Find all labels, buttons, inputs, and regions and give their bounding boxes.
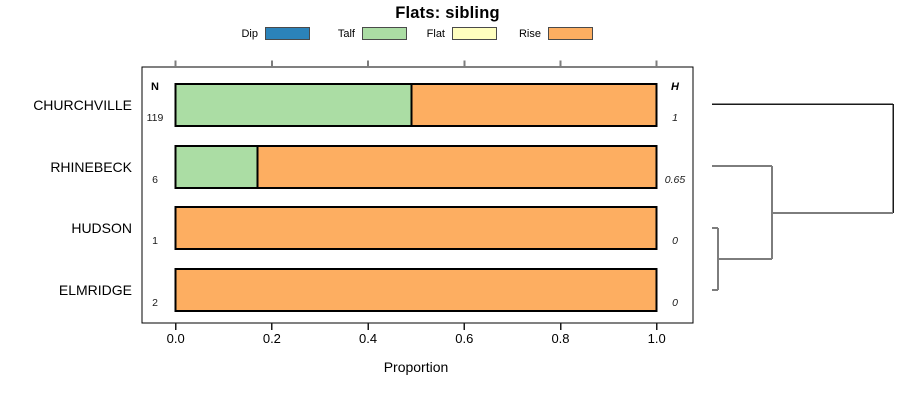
x-tick-label: 0.2 xyxy=(262,331,281,346)
x-tick-label: 0.8 xyxy=(551,331,570,346)
legend-swatch-talf xyxy=(362,27,407,40)
plot-frame xyxy=(141,66,694,324)
h-value: 0 xyxy=(672,235,678,247)
x-axis-title: Proportion xyxy=(383,359,449,375)
bar-segment-rise xyxy=(174,268,658,312)
bar-segment-rise xyxy=(174,206,658,250)
h-value: 0 xyxy=(672,297,678,309)
legend-label-dip: Dip xyxy=(241,28,258,40)
n-value: 6 xyxy=(152,174,158,186)
legend-label-talf: Talf xyxy=(337,28,355,40)
chart-title: Flats: sibling xyxy=(395,4,500,22)
n-column-header: N xyxy=(151,81,159,93)
category-label: CHURCHVILLE xyxy=(33,97,132,113)
legend-swatch-dip xyxy=(265,27,310,40)
n-value: 119 xyxy=(146,112,164,124)
legend-swatch-rise xyxy=(548,27,593,40)
bar-segment-rise xyxy=(410,83,658,127)
bar-segment-rise xyxy=(256,145,658,189)
x-tick-label: 0.4 xyxy=(359,331,378,346)
n-value: 1 xyxy=(152,235,158,247)
bar-segment-talf xyxy=(174,145,259,189)
h-value: 1 xyxy=(672,112,678,124)
x-tick-label: 0.6 xyxy=(455,331,474,346)
legend-swatch-flat xyxy=(452,27,497,40)
legend-label-flat: Flat xyxy=(426,28,445,40)
x-tick-label: 0.0 xyxy=(166,331,185,346)
bar-segment-talf xyxy=(174,83,413,127)
n-value: 2 xyxy=(152,297,158,309)
category-label: RHINEBECK xyxy=(50,159,132,175)
h-column-header: H xyxy=(671,81,679,93)
legend-label-rise: Rise xyxy=(518,28,541,40)
x-tick-label: 1.0 xyxy=(647,331,666,346)
category-label: HUDSON xyxy=(71,220,132,236)
h-value: 0.65 xyxy=(664,174,686,186)
category-label: ELMRIDGE xyxy=(58,282,132,298)
